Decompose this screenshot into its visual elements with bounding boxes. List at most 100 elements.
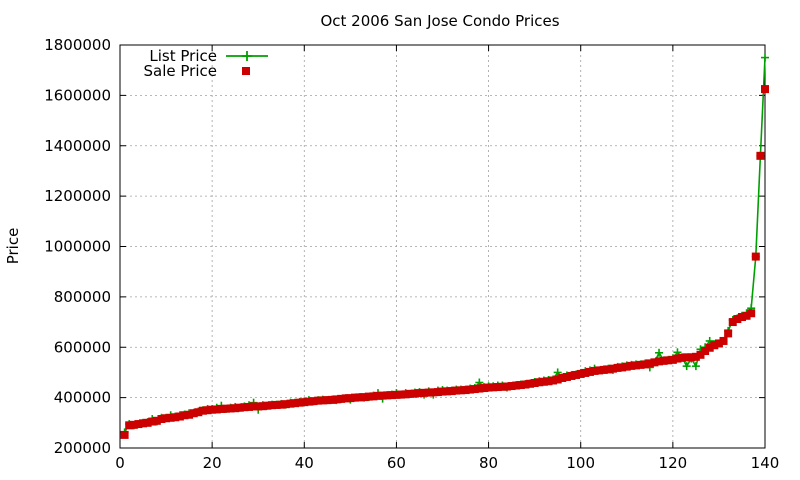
sale-price-point [608,364,617,373]
sale-price-point [526,379,535,388]
sale-price-point [364,392,373,401]
sale-price-point [572,370,581,379]
sale-price-point [484,383,493,392]
sale-price-point [604,365,613,374]
sale-price-point [162,414,171,423]
sale-price-point [535,378,544,387]
sale-price-point [724,329,733,338]
sale-price-point [747,309,756,318]
sale-price-point [314,396,323,405]
sale-price-point [166,413,175,422]
y-tick-label: 400000 [54,389,111,407]
sale-price-point [304,397,313,406]
sale-price-point [139,419,148,428]
sale-price-point [645,359,654,368]
sale-price-point [387,391,396,400]
sale-price-point [567,371,576,380]
x-tick-labels: 0 20 40 60 80 100 120 140 [115,454,779,472]
sale-price-point [590,366,599,375]
sale-price-point [217,404,226,413]
sale-price-point [291,399,300,408]
sale-price-point [558,373,567,382]
list-price-point [761,53,769,62]
y-tick-label: 600000 [54,338,111,356]
sale-price-point [171,413,180,422]
sale-price-point [383,391,392,400]
sale-price-point [585,367,594,376]
sale-price-point [433,388,442,397]
series-sale-price [120,85,769,439]
sale-price-point [613,363,622,372]
sale-price-point [424,388,433,397]
x-tick-label: 40 [295,454,314,472]
sale-price-point [406,389,415,398]
sale-price-point [521,380,530,389]
sale-price-point [466,385,475,394]
sale-price-point [761,85,769,94]
sale-price-point [198,406,207,415]
axis-ticks [119,44,766,449]
list-price-point [691,362,700,371]
sale-price-point [636,360,645,369]
sale-price-point [728,318,737,327]
x-tick-label: 60 [387,454,406,472]
y-tick-label: 1000000 [44,238,111,256]
sale-price-point [341,394,350,403]
sale-price-point [309,397,318,406]
sale-price-point [221,404,230,413]
sale-price-point [258,402,267,411]
sale-price-point [323,396,332,405]
sale-price-point [539,377,548,386]
sale-price-point [655,357,664,366]
sale-price-point [286,399,295,408]
legend-label-sale-price: Sale Price [144,62,217,80]
sale-price-point [498,382,507,391]
sale-price-point [737,313,746,322]
sale-price-point [562,372,571,381]
series-list-price [120,53,769,437]
sale-price-point [479,384,488,393]
sale-price-point [134,420,143,429]
sale-price-point [420,388,429,397]
sale-price-point [378,391,387,400]
sale-price-point [129,420,138,429]
sale-price-point [263,401,272,410]
chart-title: Oct 2006 San Jose Condo Prices [320,12,559,30]
list-price-point [553,368,562,377]
y-tick-label: 200000 [54,439,111,457]
sale-price-point [553,375,562,384]
legend-label-list-price: List Price [149,47,217,65]
sale-price-point [595,366,604,375]
sale-price-point [470,385,479,394]
sale-price-point [401,390,410,399]
sale-price-point [327,395,336,404]
sale-price-point [268,401,277,410]
sale-price-point [245,402,253,411]
y-tick-labels: 200000 400000 600000 800000 1000000 1200000 14… [44,36,111,457]
sale-price-point [678,353,687,362]
sale-price-point [756,151,765,160]
sale-price-point [581,368,590,377]
sale-price-point [512,381,521,390]
sale-price-point [337,394,346,403]
sale-price-point [355,393,364,402]
sale-price-point [456,386,465,395]
sale-price-point [410,389,419,398]
sale-price-point [673,354,682,363]
sale-price-point [438,387,447,396]
sale-price-point [295,398,304,407]
sale-price-point [710,341,719,350]
sale-price-point [249,402,258,411]
sale-price-point [281,400,290,409]
sale-price-point [544,377,553,386]
list-price-line [123,57,766,433]
sale-price-point [719,336,728,345]
sale-price-point [475,384,484,393]
sale-price-point [277,400,286,409]
sale-price-point [682,353,691,362]
data-series [120,53,769,439]
sale-price-point [203,406,212,415]
sale-price-point [733,315,742,324]
sale-price-point [618,363,627,372]
